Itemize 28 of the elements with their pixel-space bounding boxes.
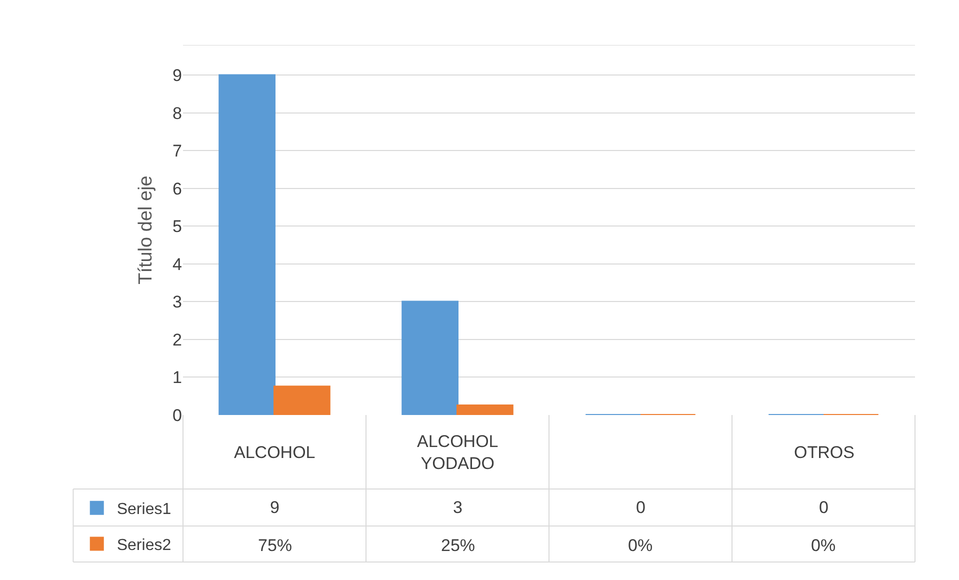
bar [274, 386, 330, 415]
data-label: 0 [819, 498, 828, 517]
y-tick-label: 8 [172, 104, 182, 123]
data-label: 0% [811, 536, 836, 555]
bar [456, 404, 514, 415]
y-tick-label: 6 [172, 179, 182, 198]
bar [402, 300, 458, 415]
x-tick-label: ALCOHOL YODADO [417, 432, 498, 474]
y-tick-label: 7 [172, 142, 182, 161]
bar [218, 74, 276, 415]
y-tick-label: 2 [172, 330, 182, 350]
y-tick-label: 0 [172, 406, 182, 425]
y-tick-label: 3 [172, 292, 182, 312]
legend-label: Series2 [116, 536, 172, 554]
y-tick-label: 4 [172, 254, 182, 274]
data-label: 9 [270, 498, 280, 517]
y-axis-title: Título del eje [135, 176, 156, 284]
data-label: 75% [258, 536, 292, 555]
y-tick-label: 5 [172, 217, 182, 236]
x-tick-label: OTROS [794, 443, 854, 462]
x-tick-label: ALCOHOL [234, 443, 316, 462]
data-label: 0 [636, 498, 646, 517]
data-label: 25% [441, 536, 476, 555]
legend-label: Series1 [116, 501, 172, 518]
data-label: 0% [628, 536, 653, 555]
y-tick-label: 1 [172, 368, 182, 388]
data-label: 3 [453, 498, 462, 517]
y-tick-label: 9 [172, 66, 182, 86]
